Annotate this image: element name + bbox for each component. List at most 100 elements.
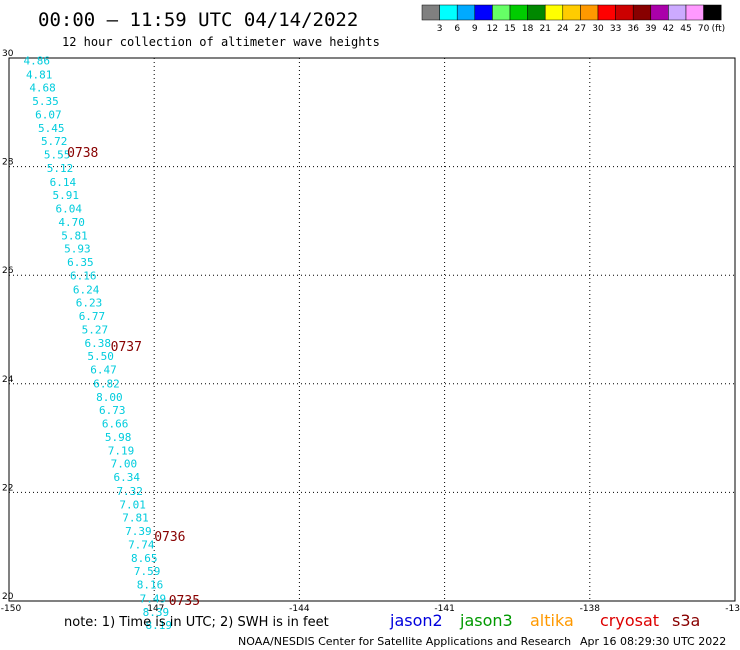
wave-height-label: 6.07 [35, 108, 62, 121]
colorbar-label: 21 [539, 24, 550, 34]
y-tick-label: 28 [2, 158, 14, 168]
chart-title: 00:00 – 11:59 UTC 04/14/2022 [38, 9, 358, 31]
colorbar-swatch [439, 4, 458, 21]
colorbar-swatch [650, 4, 669, 21]
footer-credit: NOAA/NESDIS Center for Satellite Applica… [238, 635, 571, 648]
wave-height-label: 7.81 [122, 511, 149, 524]
colorbar-swatch [615, 4, 634, 21]
colorbar-swatch [544, 4, 564, 21]
wave-height-label: 7.39 [125, 525, 152, 538]
colorbar-label: 6 [454, 24, 460, 34]
colorbar-swatch [456, 4, 476, 21]
wave-height-label: 5.72 [41, 135, 68, 148]
y-tick-label: 24 [2, 375, 14, 385]
wave-height-label: 5.45 [38, 122, 65, 135]
colorbar-swatch [421, 4, 440, 21]
plot-frame [8, 57, 736, 602]
wave-height-label: 4.70 [58, 216, 84, 229]
y-tick-label: 20 [2, 592, 14, 602]
wave-height-label: 5.35 [32, 95, 59, 108]
legend-item-s3a: s3a [672, 611, 700, 630]
wave-height-label: 6.66 [102, 417, 129, 430]
wave-height-label: 5.98 [105, 431, 132, 444]
wave-height-label: 8.16 [137, 579, 164, 592]
colorbar-swatch [562, 4, 581, 21]
colorbar-swatch [685, 4, 704, 21]
colorbar-label: 24 [557, 24, 569, 34]
x-tick-label: -147 [144, 604, 164, 614]
wave-height-label: 4.68 [29, 81, 56, 94]
colorbar-label: 15 [504, 24, 515, 34]
colorbar-unit: (ft) [712, 24, 726, 34]
colorbar-label: 30 [592, 24, 604, 34]
colorbar-swatch [509, 4, 528, 21]
x-tick-label: -144 [289, 604, 310, 614]
colorbar-swatch [703, 4, 722, 21]
wave-height-label: 5.27 [82, 324, 109, 337]
data-points: 4.864.814.685.356.075.455.725.555.126.14… [24, 55, 172, 632]
wave-height-label: 4.86 [24, 55, 51, 68]
wave-height-label: 8.00 [96, 391, 123, 404]
wave-height-label: 7.19 [108, 445, 134, 458]
colorbar-label: 3 [437, 24, 443, 34]
wave-height-label: 6.38 [85, 337, 112, 350]
wave-height-label: 6.73 [99, 404, 126, 417]
wave-height-label: 6.04 [55, 202, 82, 215]
y-tick-label: 30 [2, 49, 14, 59]
colorbar-swatch [492, 4, 511, 21]
colorbar-label: 9 [472, 24, 478, 34]
colorbar-swatch [597, 4, 616, 21]
wave-height-label: 6.47 [90, 364, 117, 377]
wave-height-label: 6.16 [70, 270, 97, 283]
colorbar-label: 18 [522, 24, 534, 34]
colorbar-swatch [632, 4, 652, 21]
colorbar-label: 33 [610, 24, 621, 34]
legend-item-altika: altika [530, 611, 574, 630]
wave-height-label: 7.49 [140, 592, 167, 605]
x-tick-label: -150 [1, 604, 22, 614]
colorbar-label: 36 [627, 24, 639, 34]
wave-height-label: 8.39 [143, 606, 170, 619]
legend-item-cryosat: cryosat [600, 611, 659, 630]
wave-height-label: 7.59 [134, 565, 161, 578]
legend-item-jason3: jason3 [459, 611, 513, 630]
chart-subtitle: 12 hour collection of altimeter wave hei… [62, 35, 380, 49]
footer-timestamp: Apr 16 08:29:30 UTC 2022 [580, 635, 726, 648]
colorbar-label: 39 [645, 24, 657, 34]
legend-item-jason2: jason2 [389, 611, 443, 630]
note-text: note: 1) Time is in UTC; 2) SWH is in fe… [64, 615, 329, 630]
wave-height-label: 5.12 [47, 162, 74, 175]
wave-height-label: 6.35 [67, 256, 94, 269]
wave-height-label: 6.24 [73, 283, 100, 296]
time-label: 0735 [169, 594, 200, 609]
x-tick-label: -138 [580, 604, 601, 614]
wave-height-label: 6.82 [93, 377, 120, 390]
wave-height-label: 5.91 [53, 189, 79, 202]
wave-height-label: 4.81 [26, 68, 53, 81]
x-tick-label: -141 [434, 604, 454, 614]
wave-height-label: 6.77 [79, 310, 106, 323]
time-label: 0738 [67, 146, 98, 161]
wave-height-label: 5.81 [61, 230, 88, 243]
x-axis: -150 -147 -144 -141 -138 -13 [1, 604, 740, 614]
wave-height-label: 8.19 [145, 619, 172, 632]
wave-height-label: 7.74 [128, 539, 155, 552]
colorbar-swatch [668, 4, 687, 21]
time-label: 0736 [154, 530, 185, 545]
wave-height-label: 8.65 [131, 552, 158, 565]
wave-height-label: 6.14 [50, 176, 77, 189]
colorbar-swatch [527, 4, 546, 21]
y-tick-label: 26 [2, 266, 14, 276]
wave-height-label: 5.50 [87, 350, 114, 363]
colorbar: 3 6 9 12 15 18 21 24 27 30 33 36 39 42 45 70 (ft) [421, 4, 726, 34]
wave-height-label: 6.34 [114, 471, 141, 484]
x-tick-label: -13 [725, 604, 740, 614]
colorbar-label: 45 [680, 24, 691, 34]
colorbar-swatch [580, 4, 599, 21]
wave-height-label: 5.93 [64, 243, 91, 256]
colorbar-label: 42 [663, 24, 674, 34]
time-label: 0737 [111, 340, 142, 355]
grid [9, 58, 735, 601]
time-labels: 0738 0737 0736 0735 [67, 146, 200, 609]
wave-height-label: 6.23 [76, 296, 103, 309]
